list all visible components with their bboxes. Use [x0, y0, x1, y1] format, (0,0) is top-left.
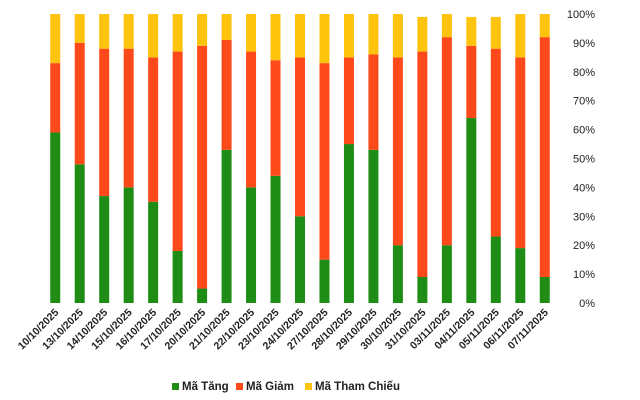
bar-segment-s1-17 — [466, 45, 477, 119]
bar-segment-s1-19 — [515, 57, 526, 249]
legend-label: Mã Tham Chiếu — [315, 381, 400, 393]
bar-segment-s0-12 — [343, 144, 354, 303]
y-tick-label: 40% — [573, 182, 595, 194]
bar-segment-s1-4 — [148, 57, 159, 202]
bar-segment-s2-3 — [123, 14, 134, 49]
bar-segment-s2-8 — [246, 14, 257, 52]
bar-segment-s2-14 — [392, 14, 403, 58]
bar-segment-s1-12 — [343, 57, 354, 145]
y-tick-label: 20% — [573, 240, 595, 252]
legend-swatch — [236, 383, 243, 390]
bar-segment-s2-2 — [99, 14, 110, 49]
y-tick-label: 0% — [579, 298, 595, 310]
bar-segment-s1-14 — [392, 57, 403, 246]
bar-segment-s0-19 — [515, 248, 526, 303]
bar-segment-s2-4 — [148, 14, 159, 58]
bar-segment-s1-15 — [417, 51, 428, 277]
bar-segment-s0-6 — [197, 288, 208, 303]
bar-segment-s0-9 — [270, 175, 281, 303]
legend-label: Mã Tăng — [182, 381, 229, 393]
bar-segment-s0-7 — [221, 149, 232, 303]
bars-group — [50, 14, 550, 303]
bar-segment-s0-10 — [295, 216, 305, 303]
bar-segment-s1-20 — [539, 37, 550, 277]
y-axis: 0% 10% 20% 30% 40% 50% 60% 70% 80% 90% 100% — [567, 9, 595, 310]
y-tick-label: 50% — [573, 154, 595, 166]
legend-swatch — [305, 383, 312, 390]
bar-segment-s0-5 — [172, 250, 183, 303]
y-tick-label: 10% — [573, 269, 595, 281]
bar-segment-s2-0 — [50, 14, 61, 64]
y-tick-label: 70% — [573, 96, 595, 108]
bar-segment-s2-1 — [74, 14, 85, 43]
bar-segment-s0-8 — [246, 187, 257, 303]
x-axis: 10/10/202513/10/202514/10/202515/10/2025… — [16, 307, 551, 353]
bar-segment-s1-9 — [270, 60, 281, 176]
bar-segment-s2-5 — [172, 14, 183, 52]
bar-segment-s2-12 — [343, 14, 354, 58]
bar-segment-s0-13 — [368, 149, 379, 303]
bar-segment-s2-17 — [466, 16, 477, 46]
bar-segment-s2-11 — [319, 14, 330, 64]
bar-segment-s2-19 — [515, 14, 526, 58]
legend-label: Mã Giảm — [246, 381, 294, 393]
bar-segment-s0-0 — [50, 132, 61, 303]
bar-segment-s0-4 — [148, 201, 159, 303]
bar-segment-s2-9 — [270, 14, 281, 61]
bar-segment-s0-11 — [319, 259, 330, 303]
bar-segment-s2-16 — [441, 14, 452, 38]
bar-segment-s2-7 — [221, 14, 232, 41]
bar-segment-s1-13 — [368, 54, 379, 150]
bar-segment-s1-11 — [319, 63, 330, 260]
y-tick-label: 60% — [573, 125, 595, 137]
bar-segment-s1-18 — [490, 48, 501, 237]
legend: Mã Tăng Mã Giảm Mã Tham Chiếu — [172, 381, 400, 393]
bar-segment-s1-0 — [50, 63, 61, 133]
bar-segment-s0-3 — [123, 187, 134, 303]
y-tick-label: 100% — [567, 9, 595, 21]
bar-segment-s0-18 — [490, 236, 501, 303]
bar-segment-s1-5 — [172, 51, 183, 251]
bar-segment-s2-13 — [368, 14, 379, 55]
bar-segment-s2-10 — [295, 14, 305, 58]
bar-segment-s0-17 — [466, 118, 477, 303]
y-tick-label: 30% — [573, 211, 595, 223]
bar-segment-s2-20 — [539, 14, 550, 38]
bar-segment-s0-16 — [441, 245, 452, 303]
bar-segment-s0-15 — [417, 276, 428, 303]
bar-segment-s1-1 — [74, 42, 85, 165]
bar-segment-s0-14 — [392, 245, 403, 303]
bar-segment-s0-2 — [99, 196, 110, 303]
bar-segment-s1-2 — [99, 48, 110, 197]
legend-swatch — [172, 383, 179, 390]
bar-segment-s0-20 — [539, 276, 550, 303]
bar-segment-s1-16 — [441, 37, 452, 246]
bar-segment-s1-3 — [123, 48, 134, 188]
bar-segment-s0-1 — [74, 164, 85, 303]
bar-segment-s1-10 — [295, 57, 305, 217]
bar-segment-s1-6 — [197, 45, 208, 289]
y-tick-label: 90% — [573, 38, 595, 50]
bar-segment-s1-7 — [221, 40, 232, 150]
bar-segment-s2-18 — [490, 16, 501, 49]
bar-segment-s2-6 — [197, 14, 208, 46]
y-tick-label: 80% — [573, 67, 595, 79]
bar-segment-s1-8 — [246, 51, 257, 188]
bar-segment-s2-15 — [417, 16, 428, 52]
